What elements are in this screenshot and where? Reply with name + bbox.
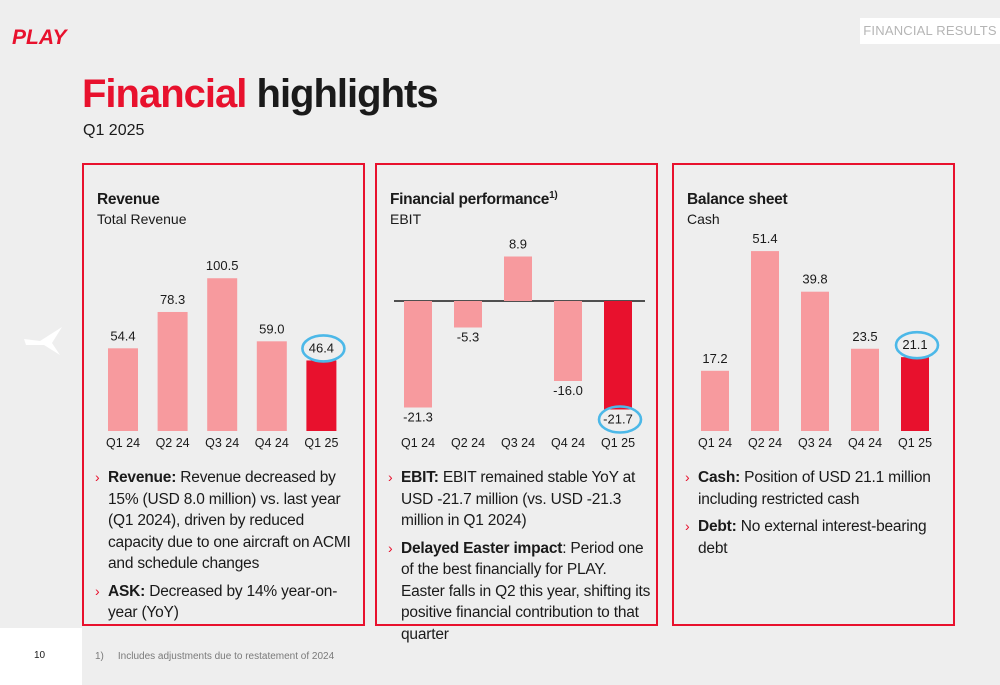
cash-panel: Balance sheet Cash 17.2 Q1 24 51.4 Q2 24 39.… [672, 163, 955, 626]
category-label: Q2 24 [451, 436, 485, 450]
svg-text:PLAY: PLAY [12, 26, 68, 48]
page-title-rest: highlights [246, 72, 439, 116]
category-label: Q1 24 [698, 436, 732, 450]
bar [801, 291, 829, 431]
highlight-circle [597, 405, 643, 434]
panel-subheading: Cash [687, 211, 720, 227]
category-label: Q3 24 [798, 436, 832, 450]
cash-chart: 17.2 Q1 24 51.4 Q2 24 39.8 Q3 24 23.5 Q4 24 21.1… [698, 231, 940, 450]
highlight-circle [894, 330, 940, 360]
bullet-item: › Revenue: Revenue decreased by 15% (USD … [95, 469, 351, 572]
data-label: 8.9 [509, 237, 527, 252]
bullet-item: › EBIT: EBIT remained stable YoY at USD -… [388, 469, 636, 529]
bar [207, 278, 238, 431]
data-label: -5.3 [457, 330, 479, 345]
cash-bullets: › Cash: Position of USD 21.1 million incl… [685, 467, 949, 565]
chevron-right-icon: › [95, 582, 100, 599]
panel-heading: Revenue [97, 191, 160, 209]
data-label: -21.3 [403, 410, 433, 425]
ebit-chart: -21.3 Q1 24 -5.3 Q2 24 8.9 Q3 24 -16.0 Q4 24 -21… [394, 237, 645, 450]
data-label: -16.0 [553, 383, 583, 398]
category-label: Q1 24 [401, 436, 435, 450]
chevron-right-icon: › [388, 539, 393, 556]
bar [851, 348, 879, 431]
page-subtitle: Q1 2025 [83, 122, 145, 139]
data-label: 46.4 [309, 340, 334, 355]
chevron-right-icon: › [95, 469, 100, 485]
page-number: 10 [34, 650, 46, 661]
bar [108, 348, 138, 431]
data-label: 21.1 [902, 337, 927, 352]
plane-icon [24, 327, 62, 355]
bar [157, 311, 188, 431]
category-label: Q1 25 [304, 436, 338, 450]
bullet-item: › Cash: Position of USD 21.1 million incl… [685, 469, 931, 508]
category-label: Q1 25 [898, 436, 932, 450]
panel-subheading: EBIT [390, 211, 422, 227]
category-label: Q3 24 [205, 436, 239, 450]
panel-heading: Financial performance1) [390, 190, 558, 209]
bar [404, 301, 432, 408]
bar [256, 341, 287, 431]
bullet-item: › Debt: No external interest-bearing debt [685, 518, 927, 557]
ebit-panel: Financial performance1) EBIT -21.3 Q1 24-… [375, 163, 658, 643]
bar [701, 370, 729, 431]
chevron-right-icon: › [685, 469, 690, 485]
category-label: Q2 24 [156, 436, 190, 450]
data-label: 100.5 [206, 258, 239, 273]
category-label: Q4 24 [848, 436, 882, 450]
bullet-item: › Delayed Easter impact: Period one of th… [388, 539, 651, 643]
section-tag: FINANCIAL RESULTS [860, 18, 1000, 44]
page-number-box [0, 628, 82, 685]
bullet-item: › ASK: Decreased by 14% year-on-year (YoY… [95, 582, 338, 622]
category-label: Q2 24 [748, 436, 782, 450]
data-label: 78.3 [160, 292, 185, 307]
bar [901, 357, 929, 431]
bar [554, 301, 582, 381]
bar [751, 251, 779, 431]
category-label: Q4 24 [255, 436, 289, 450]
data-label: -21.7 [603, 412, 633, 427]
chevron-right-icon: › [685, 518, 690, 534]
revenue-bullets: › Revenue: Revenue decreased by 15% (USD … [95, 467, 359, 630]
category-label: Q1 25 [601, 436, 635, 450]
data-label: 54.4 [110, 328, 135, 343]
category-label: Q4 24 [551, 436, 585, 450]
data-label: 17.2 [702, 351, 727, 366]
panel-heading: Balance sheet [687, 191, 788, 209]
panel-subheading: Total Revenue [97, 211, 187, 227]
bar [306, 360, 337, 431]
revenue-panel: Revenue Total Revenue 54.4 Q1 24 78.3 Q2 24… [82, 163, 365, 626]
highlight-circle [301, 334, 346, 363]
ebit-bullets: › EBIT: EBIT remained stable YoY at USD -… [388, 467, 652, 651]
page-title-accent: Financial [82, 72, 247, 116]
data-label: 51.4 [752, 231, 777, 246]
chevron-right-icon: › [388, 469, 393, 485]
data-label: 39.8 [802, 272, 827, 287]
play-logo: PLAY [12, 26, 68, 48]
category-label: Q3 24 [501, 436, 535, 450]
data-label: 23.5 [852, 329, 877, 344]
page-title: Financial highlights [82, 72, 439, 117]
category-label: Q1 24 [106, 436, 140, 450]
revenue-chart: 54.4 Q1 24 78.3 Q2 24 100.5 Q3 24 59.0 Q4 24 46.… [106, 258, 346, 450]
footnote: 1) Includes adjustments due to restatemen… [95, 651, 335, 662]
bar [504, 256, 532, 301]
data-label: 59.0 [259, 321, 284, 336]
bar [604, 301, 632, 410]
bar [454, 301, 482, 328]
